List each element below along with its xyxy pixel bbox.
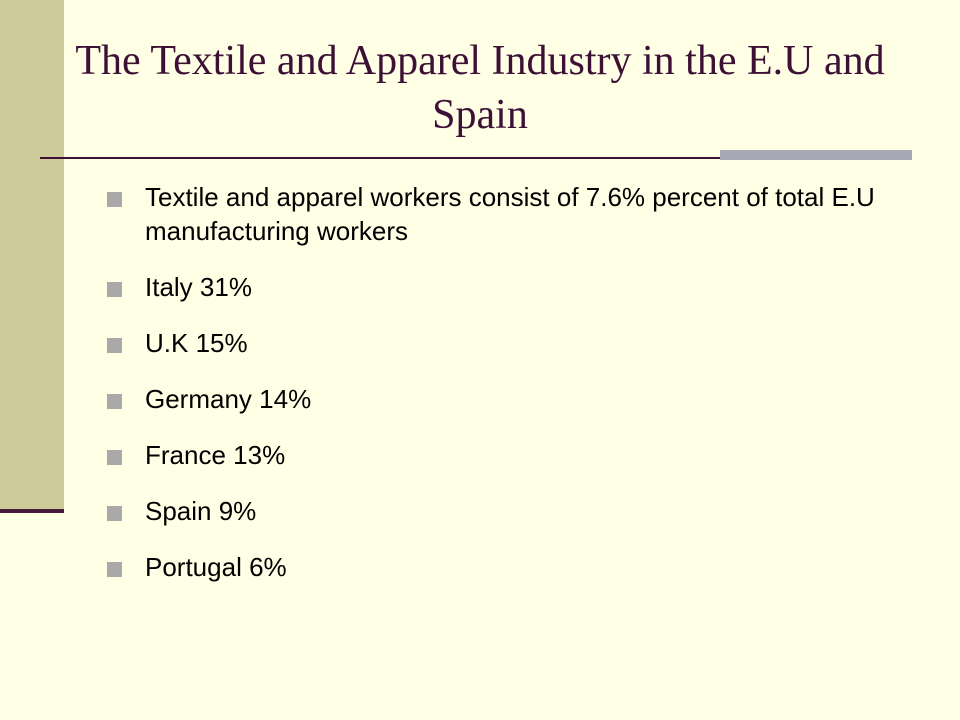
bullet-text: Germany 14%	[145, 384, 312, 414]
square-bullet-icon	[107, 562, 122, 577]
slide-title: The Textile and Apparel Industry in the …	[75, 38, 885, 138]
bullet-text: Portugal 6%	[145, 552, 287, 582]
left-accent-line	[0, 509, 64, 513]
bullet-item: Portugal 6%	[107, 550, 907, 584]
bullet-text: France 13%	[145, 440, 286, 470]
bullet-text: U.K 15%	[145, 328, 248, 358]
bullet-text: Textile and apparel workers consist of 7…	[145, 182, 875, 246]
title-underline	[40, 157, 912, 159]
square-bullet-icon	[107, 450, 122, 465]
bullet-item: U.K 15%	[107, 326, 907, 360]
square-bullet-icon	[107, 192, 122, 207]
left-decorative-band	[0, 0, 64, 510]
bullet-text: Italy 31%	[145, 272, 252, 302]
bullet-list: Textile and apparel workers consist of 7…	[107, 180, 907, 606]
square-bullet-icon	[107, 506, 122, 521]
square-bullet-icon	[107, 282, 122, 297]
bullet-item: Textile and apparel workers consist of 7…	[107, 180, 907, 248]
bullet-item: Italy 31%	[107, 270, 907, 304]
title-underline-accent	[720, 150, 912, 160]
bullet-item: Germany 14%	[107, 382, 907, 416]
square-bullet-icon	[107, 338, 122, 353]
square-bullet-icon	[107, 394, 122, 409]
bullet-text: Spain 9%	[145, 496, 257, 526]
bullet-item: Spain 9%	[107, 494, 907, 528]
bullet-item: France 13%	[107, 438, 907, 472]
